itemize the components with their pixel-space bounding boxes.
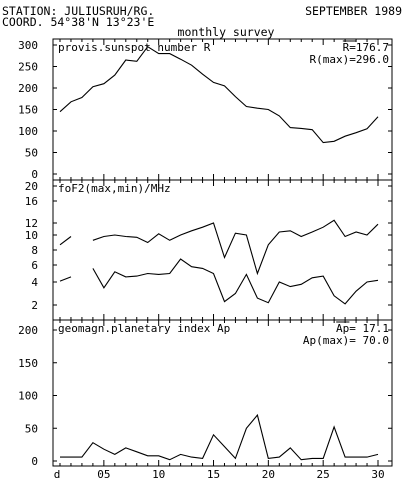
y-tick-label: 8: [31, 244, 38, 257]
y-tick-label: 200: [18, 324, 38, 337]
panel-title: geomagn.planetary index Ap: [58, 322, 230, 335]
header: STATION: JULIUSRUH/RG. COORD. 54°38'N 13…: [2, 4, 402, 39]
series-line-2: [59, 258, 379, 305]
mean-label: R=176.7: [343, 41, 389, 54]
y-tick-label: 2: [31, 299, 38, 312]
y-tick-label: 0: [31, 168, 38, 181]
y-tick-label: 100: [18, 390, 38, 403]
series-line-1: [59, 219, 379, 276]
panel-1: 300 250 200 150 100 50 0 provis.sunspot number …: [18, 38, 393, 181]
y-tick-label: 100: [18, 125, 38, 138]
coordinates-label: COORD. 54°38'N 13°23'E: [2, 15, 154, 29]
max-label: Ap(max)= 70.0: [303, 334, 389, 347]
series-line-1: [59, 45, 379, 144]
y-tick-label: 10: [25, 229, 38, 242]
max-label: R(max)=296.0: [310, 53, 389, 66]
y-tick-label: 20: [25, 180, 38, 193]
panel-frame: [52, 319, 393, 467]
survey-label: monthly survey: [178, 25, 275, 39]
x-tick-label: 30: [371, 468, 384, 480]
x-tick-label: 05: [97, 468, 110, 480]
series-line-1: [60, 413, 379, 461]
y-tick-label: 200: [18, 82, 38, 95]
y-tick-label: 6: [31, 259, 38, 272]
y-tick-label: 16: [25, 195, 38, 208]
y-tick-label: 150: [18, 357, 38, 370]
y-tick-label: 250: [18, 61, 38, 74]
y-tick-label: 50: [25, 147, 38, 160]
x-tick-label: 10: [152, 468, 165, 480]
x-tick-label: d: [54, 468, 61, 480]
y-tick-label: 4: [31, 276, 38, 289]
mean-label: Ap= 17.1: [336, 322, 389, 335]
panel-title: foF2(max,min)/MHz: [58, 182, 171, 195]
panel-title: provis.sunspot number R: [58, 41, 211, 54]
panel-3: 200 150 100 50 0 geomagn.planetary index Ap Ap…: [18, 319, 393, 480]
x-tick-label: 25: [317, 468, 330, 480]
y-tick-label: 50: [25, 422, 38, 435]
month-label: SEPTEMBER 1989: [305, 4, 402, 18]
y-tick-label: 300: [18, 39, 38, 52]
y-tick-label: 12: [25, 217, 38, 230]
x-tick-label: 15: [207, 468, 220, 480]
y-tick-label: 0: [31, 455, 38, 468]
y-tick-label: 150: [18, 104, 38, 117]
x-tick-label: 20: [262, 468, 275, 480]
station-label: STATION: JULIUSRUH/RG.: [2, 4, 154, 18]
